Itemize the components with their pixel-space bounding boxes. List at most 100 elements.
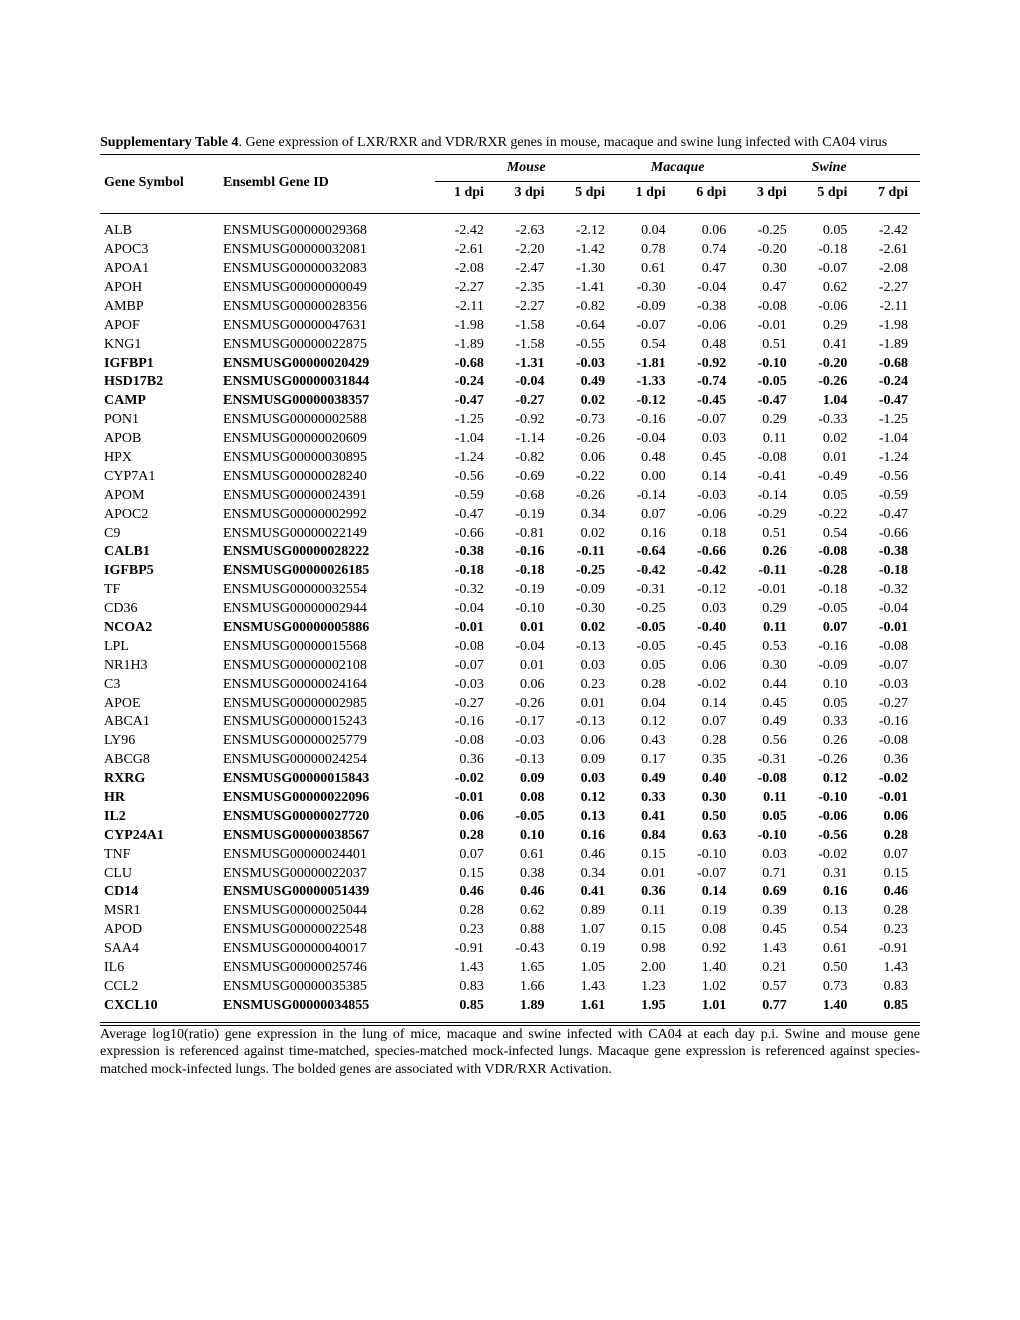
cell-value: -0.05 — [496, 808, 557, 827]
cell-value: -0.55 — [556, 336, 617, 355]
table-row: LPLENSMUSG00000015568-0.08-0.04-0.13-0.0… — [100, 638, 920, 657]
cell-value: -0.18 — [859, 562, 920, 581]
cell-value: -1.04 — [859, 430, 920, 449]
cell-value: 1.61 — [556, 997, 617, 1022]
cell-value: -1.04 — [435, 430, 496, 449]
cell-value: 0.01 — [556, 695, 617, 714]
cell-value: 0.41 — [799, 336, 860, 355]
table-row: NCOA2ENSMUSG00000005886-0.010.010.02-0.0… — [100, 619, 920, 638]
cell-value: -0.01 — [738, 581, 799, 600]
table-row: MSR1ENSMUSG000000250440.280.620.890.110.… — [100, 902, 920, 921]
cell-id: ENSMUSG00000002985 — [219, 695, 435, 714]
cell-value: 0.53 — [738, 638, 799, 657]
col-gene-symbol: Gene Symbol — [100, 155, 219, 214]
cell-value: -1.81 — [617, 355, 678, 374]
cell-value: 0.06 — [678, 222, 739, 241]
cell-value: -0.08 — [859, 638, 920, 657]
cell-value: -0.08 — [435, 732, 496, 751]
table-row: C9ENSMUSG00000022149-0.66-0.810.020.160.… — [100, 525, 920, 544]
cell-value: 0.43 — [617, 732, 678, 751]
cell-value: 0.50 — [678, 808, 739, 827]
table-row: TFENSMUSG00000032554-0.32-0.19-0.09-0.31… — [100, 581, 920, 600]
cell-value: -0.91 — [859, 940, 920, 959]
cell-value: 0.07 — [678, 713, 739, 732]
cell-value: 1.95 — [617, 997, 678, 1022]
cell-gene: CAMP — [100, 392, 219, 411]
cell-value: 0.07 — [859, 846, 920, 865]
cell-value: -0.45 — [678, 638, 739, 657]
cell-value: -0.56 — [799, 827, 860, 846]
cell-value: -0.06 — [678, 317, 739, 336]
cell-value: -0.20 — [738, 241, 799, 260]
cell-value: -0.16 — [799, 638, 860, 657]
cell-value: -0.73 — [556, 411, 617, 430]
cell-value: 0.30 — [738, 657, 799, 676]
cell-value: 0.47 — [678, 260, 739, 279]
cell-gene: IL6 — [100, 959, 219, 978]
cell-gene: CYP7A1 — [100, 468, 219, 487]
cell-value: 0.06 — [678, 657, 739, 676]
cell-value: 0.34 — [556, 506, 617, 525]
cell-value: 0.11 — [738, 619, 799, 638]
cell-value: 0.56 — [738, 732, 799, 751]
cell-value: 0.02 — [556, 619, 617, 638]
cell-gene: ABCG8 — [100, 751, 219, 770]
table-footnote: Average log10(ratio) gene expression in … — [100, 1026, 920, 1079]
cell-value: -1.42 — [556, 241, 617, 260]
cell-value: 1.04 — [799, 392, 860, 411]
cell-value: -0.16 — [617, 411, 678, 430]
cell-value: -0.13 — [556, 713, 617, 732]
cell-value: -2.27 — [859, 279, 920, 298]
cell-gene: SAA4 — [100, 940, 219, 959]
cell-value: 0.06 — [859, 808, 920, 827]
cell-value: 0.61 — [617, 260, 678, 279]
cell-value: -0.25 — [617, 600, 678, 619]
cell-value: -0.42 — [617, 562, 678, 581]
cell-value: -0.31 — [738, 751, 799, 770]
cell-value: 1.43 — [435, 959, 496, 978]
cell-value: -0.18 — [799, 241, 860, 260]
cell-value: 0.51 — [738, 525, 799, 544]
cell-value: -0.04 — [496, 373, 557, 392]
cell-id: ENSMUSG00000020609 — [219, 430, 435, 449]
cell-value: 0.54 — [617, 336, 678, 355]
cell-value: -2.27 — [435, 279, 496, 298]
cell-id: ENSMUSG00000022149 — [219, 525, 435, 544]
cell-value: -0.41 — [738, 468, 799, 487]
cell-value: 0.07 — [799, 619, 860, 638]
cell-value: -0.26 — [556, 487, 617, 506]
col-swine-7dpi: 7 dpi — [859, 182, 920, 214]
cell-value: 0.36 — [435, 751, 496, 770]
cell-value: -0.27 — [859, 695, 920, 714]
cell-value: 0.62 — [799, 279, 860, 298]
table-row: PON1ENSMUSG00000002588-1.25-0.92-0.73-0.… — [100, 411, 920, 430]
cell-value: -2.11 — [859, 298, 920, 317]
cell-value: 0.83 — [435, 978, 496, 997]
cell-value: -0.10 — [678, 846, 739, 865]
col-ensembl-id: Ensembl Gene ID — [219, 155, 435, 214]
cell-value: -0.05 — [738, 373, 799, 392]
cell-value: -0.43 — [496, 940, 557, 959]
table-row: IGFBP5ENSMUSG00000026185-0.18-0.18-0.25-… — [100, 562, 920, 581]
cell-value: 0.28 — [678, 732, 739, 751]
cell-value: -0.07 — [678, 865, 739, 884]
table-row: CD14ENSMUSG000000514390.460.460.410.360.… — [100, 883, 920, 902]
cell-value: 0.01 — [617, 865, 678, 884]
cell-value: -2.47 — [496, 260, 557, 279]
table-row: CXCL10ENSMUSG000000348550.851.891.611.95… — [100, 997, 920, 1022]
cell-value: -2.08 — [435, 260, 496, 279]
cell-value: 0.49 — [738, 713, 799, 732]
cell-value: 0.05 — [617, 657, 678, 676]
cell-value: -0.31 — [617, 581, 678, 600]
cell-value: 0.19 — [556, 940, 617, 959]
caption-text: . Gene expression of LXR/RXR and VDR/RXR… — [238, 135, 887, 150]
cell-value: 0.31 — [799, 865, 860, 884]
cell-id: ENSMUSG00000032554 — [219, 581, 435, 600]
cell-value: -0.47 — [435, 392, 496, 411]
cell-id: ENSMUSG00000022875 — [219, 336, 435, 355]
cell-value: 0.14 — [678, 468, 739, 487]
cell-value: -0.56 — [435, 468, 496, 487]
cell-value: -0.01 — [859, 619, 920, 638]
cell-value: -0.11 — [738, 562, 799, 581]
col-mouse-5dpi: 5 dpi — [556, 182, 617, 214]
